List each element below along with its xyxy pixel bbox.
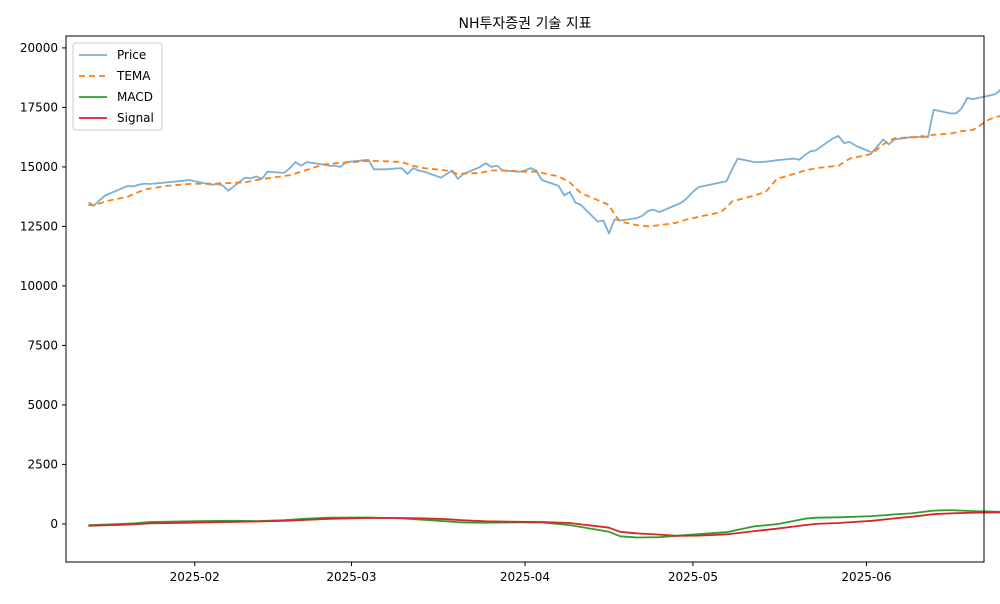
y-tick-label: 15000 — [20, 160, 58, 174]
y-axis: 0 2500 5000 7500 10000 12500 15000 17500 20000 — [20, 41, 66, 531]
legend-label-signal: Signal — [117, 111, 154, 125]
x-tick-label: 2025-06 — [841, 570, 891, 584]
y-tick-label: 2500 — [27, 457, 58, 471]
chart-title: NH투자증권 기술 지표 — [459, 16, 592, 32]
y-tick-label: 12500 — [20, 219, 58, 233]
legend-label-macd: MACD — [117, 90, 153, 104]
legend: Price TEMA MACD Signal — [72, 42, 163, 131]
x-axis: 2025-02 2025-03 2025-04 2025-05 2025-06 — [170, 562, 892, 584]
series-line-tema — [88, 115, 1000, 228]
legend-label-tema: TEMA — [116, 69, 151, 83]
series-layer — [87, 89, 1000, 539]
series-line-macd — [88, 509, 1000, 539]
x-tick-label: 2025-04 — [500, 570, 550, 584]
x-tick-label: 2025-05 — [668, 570, 718, 584]
y-tick-label: 20000 — [20, 41, 58, 55]
y-tick-label: 7500 — [27, 338, 58, 352]
legend-label-price: Price — [117, 48, 146, 62]
y-tick-label: 17500 — [20, 100, 58, 114]
legend-box — [72, 42, 163, 131]
y-tick-label: 10000 — [20, 279, 58, 293]
y-tick-label: 5000 — [27, 398, 58, 412]
series-line-signal — [88, 511, 1000, 537]
y-tick-label: 0 — [50, 517, 58, 531]
x-tick-label: 2025-03 — [326, 570, 376, 584]
x-tick-label: 2025-02 — [170, 570, 220, 584]
